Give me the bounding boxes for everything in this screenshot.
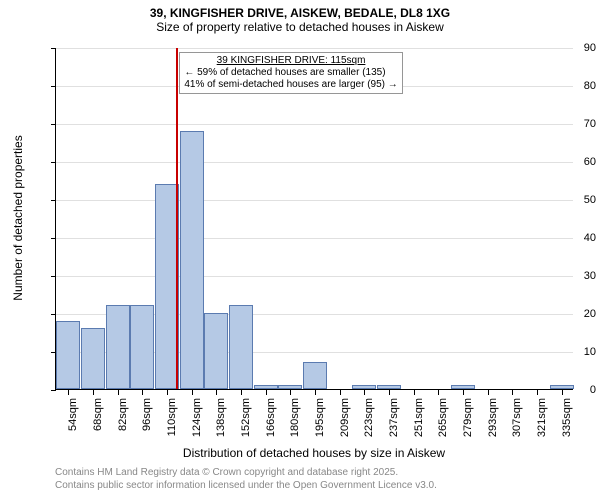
histogram-bar (451, 385, 475, 389)
ytick-mark (51, 314, 56, 315)
xtick-mark (315, 390, 316, 395)
xtick-mark (118, 390, 119, 395)
ytick-label: 10 (547, 346, 596, 358)
ytick-label: 20 (547, 308, 596, 320)
ytick-label: 70 (547, 118, 596, 130)
histogram-bar (254, 385, 278, 389)
xtick-mark (537, 390, 538, 395)
annotation-line: ← 59% of detached houses are smaller (13… (184, 67, 397, 79)
ytick-label: 60 (547, 156, 596, 168)
gridline (56, 48, 573, 49)
xtick-label: 54sqm (67, 398, 79, 448)
xtick-label: 279sqm (462, 398, 474, 448)
xtick-mark (389, 390, 390, 395)
xtick-mark (216, 390, 217, 395)
xtick-label: 82sqm (117, 398, 129, 448)
xtick-label: 195sqm (314, 398, 326, 448)
xtick-label: 124sqm (191, 398, 203, 448)
xtick-label: 223sqm (363, 398, 375, 448)
annotation-box: 39 KINGFISHER DRIVE: 115sqm← 59% of deta… (179, 52, 402, 94)
chart-container: 39, KINGFISHER DRIVE, AISKEW, BEDALE, DL… (0, 0, 600, 500)
xtick-mark (512, 390, 513, 395)
gridline (56, 162, 573, 163)
histogram-bar (303, 362, 327, 389)
xtick-label: 166sqm (265, 398, 277, 448)
xtick-label: 321sqm (536, 398, 548, 448)
ytick-mark (51, 162, 56, 163)
ytick-mark (51, 390, 56, 391)
xtick-label: 110sqm (166, 398, 178, 448)
annotation-line: 39 KINGFISHER DRIVE: 115sqm (184, 55, 397, 67)
y-axis-label: Number of detached properties (11, 118, 25, 318)
xtick-mark (241, 390, 242, 395)
annotation-line: 41% of semi-detached houses are larger (… (184, 79, 397, 91)
gridline (56, 124, 573, 125)
x-axis-label: Distribution of detached houses by size … (55, 446, 573, 460)
xtick-mark (142, 390, 143, 395)
xtick-label: 237sqm (388, 398, 400, 448)
chart-subtitle: Size of property relative to detached ho… (0, 20, 600, 34)
xtick-label: 138sqm (215, 398, 227, 448)
ytick-mark (51, 86, 56, 87)
histogram-bar (130, 305, 154, 389)
histogram-bar (106, 305, 130, 389)
title-block: 39, KINGFISHER DRIVE, AISKEW, BEDALE, DL… (0, 6, 600, 34)
gridline (56, 276, 573, 277)
xtick-label: 251sqm (413, 398, 425, 448)
reference-line (176, 48, 178, 389)
ytick-mark (51, 124, 56, 125)
ytick-label: 50 (547, 194, 596, 206)
histogram-bar (377, 385, 401, 389)
ytick-label: 30 (547, 270, 596, 282)
histogram-bar (180, 131, 204, 389)
xtick-mark (488, 390, 489, 395)
xtick-mark (463, 390, 464, 395)
gridline (56, 238, 573, 239)
xtick-mark (290, 390, 291, 395)
xtick-mark (364, 390, 365, 395)
histogram-bar (56, 321, 80, 389)
attribution-text: Contains HM Land Registry data © Crown c… (55, 466, 437, 492)
ytick-label: 40 (547, 232, 596, 244)
chart-title: 39, KINGFISHER DRIVE, AISKEW, BEDALE, DL… (0, 6, 600, 20)
xtick-mark (192, 390, 193, 395)
ytick-label: 80 (547, 80, 596, 92)
plot-area: 39 KINGFISHER DRIVE: 115sqm← 59% of deta… (55, 48, 573, 390)
xtick-label: 96sqm (141, 398, 153, 448)
gridline (56, 200, 573, 201)
xtick-label: 335sqm (561, 398, 573, 448)
ytick-label: 0 (547, 384, 596, 396)
histogram-bar (204, 313, 228, 389)
xtick-label: 293sqm (487, 398, 499, 448)
ytick-label: 90 (547, 42, 596, 54)
xtick-label: 152sqm (240, 398, 252, 448)
histogram-bar (229, 305, 253, 389)
xtick-mark (93, 390, 94, 395)
histogram-bar (81, 328, 105, 389)
attribution-line-2: Contains public sector information licen… (55, 479, 437, 492)
xtick-label: 209sqm (339, 398, 351, 448)
xtick-mark (340, 390, 341, 395)
ytick-mark (51, 276, 56, 277)
histogram-bar (278, 385, 302, 389)
xtick-mark (68, 390, 69, 395)
ytick-mark (51, 238, 56, 239)
xtick-label: 180sqm (289, 398, 301, 448)
ytick-mark (51, 200, 56, 201)
ytick-mark (51, 48, 56, 49)
xtick-mark (438, 390, 439, 395)
xtick-label: 68sqm (92, 398, 104, 448)
histogram-bar (352, 385, 376, 389)
xtick-mark (414, 390, 415, 395)
attribution-line-1: Contains HM Land Registry data © Crown c… (55, 466, 437, 479)
xtick-label: 265sqm (437, 398, 449, 448)
xtick-label: 307sqm (511, 398, 523, 448)
xtick-mark (266, 390, 267, 395)
xtick-mark (167, 390, 168, 395)
